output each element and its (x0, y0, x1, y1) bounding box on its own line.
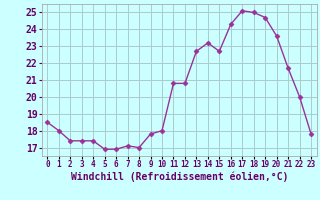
X-axis label: Windchill (Refroidissement éolien,°C): Windchill (Refroidissement éolien,°C) (70, 172, 288, 182)
